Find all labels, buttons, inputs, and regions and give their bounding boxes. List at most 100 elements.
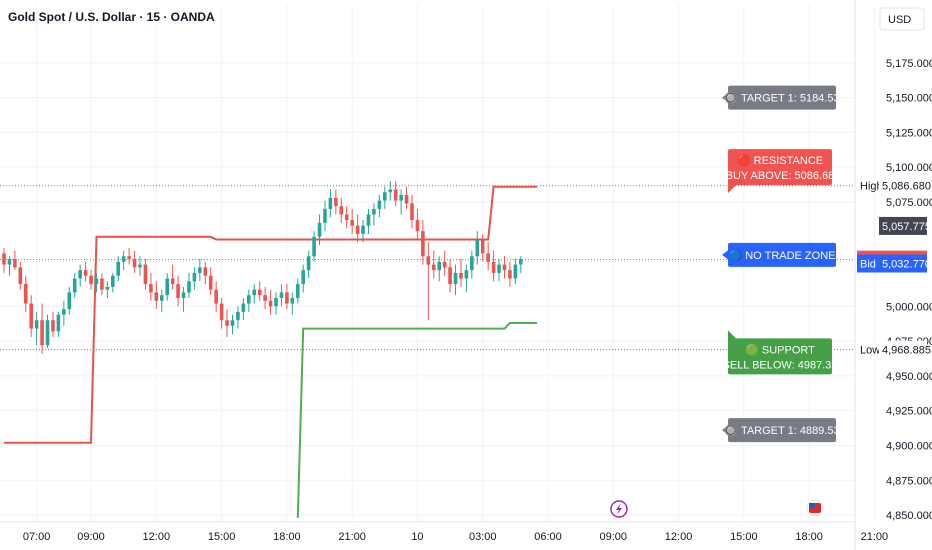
candle-body [312, 236, 316, 257]
y-tick-label: 5,125.000 [886, 127, 932, 139]
bid-tag-label: Bid [860, 259, 876, 271]
y-tick-label: 5,175.000 [886, 58, 932, 70]
candle-body [459, 272, 463, 279]
x-tick-label: 18:00 [795, 531, 823, 543]
candle-body [491, 261, 496, 273]
candle-body [502, 264, 507, 271]
candle-body [519, 259, 523, 265]
candle-body [285, 292, 289, 304]
annotation-text: 🟢 SUPPORT [745, 343, 815, 356]
candle-body [94, 278, 99, 285]
candle-body [301, 270, 305, 285]
candle-body [410, 203, 414, 221]
annotation-pointer [728, 179, 736, 194]
candle-body [2, 253, 6, 265]
bid-tag-value-box [879, 254, 927, 273]
candle-body [513, 264, 518, 279]
candle-body [83, 270, 88, 276]
candle-body [431, 264, 436, 271]
low-tag: Low 4,968.885 [857, 340, 931, 359]
candle-body [198, 267, 202, 273]
bid-tag: Bid 5,032.770 [857, 254, 931, 273]
high-tag-value: 5,086.680 [882, 181, 931, 193]
low-tag-value-box [879, 340, 927, 359]
low-tag-label: Low [860, 345, 880, 357]
last-price-tag-value-box [879, 216, 927, 235]
candle-body [361, 225, 365, 234]
candle-body [72, 278, 77, 293]
candle-body [263, 295, 267, 301]
candle-body [334, 197, 338, 207]
candle-body [154, 292, 159, 301]
candle-body [56, 314, 61, 332]
candle-body [241, 303, 246, 312]
candle-body [208, 275, 213, 290]
x-tick-label: 07:00 [23, 531, 51, 543]
candle-body [290, 297, 295, 304]
candle-body [508, 270, 512, 279]
x-tick-label: 12:00 [665, 531, 693, 543]
annotation-box [728, 85, 836, 110]
x-tick-label: 15:00 [208, 531, 236, 543]
event-markers [610, 499, 824, 518]
x-tick-label: 10 [411, 531, 423, 543]
candle-body [67, 292, 72, 310]
annotation-red: 🔴 RESISTANCE BUY ABOVE: 5086.68 [726, 149, 834, 194]
x-tick-label: 15:00 [730, 531, 758, 543]
candle-body [366, 214, 371, 226]
annotation-text: 🔘 TARGET 1: 4889.53 [724, 424, 839, 437]
y-tick-label: 4,850.000 [886, 510, 932, 522]
price-axis: 5,175.000 5,150.000 5,125.000 5,100.000 5,07… [857, 58, 932, 522]
candle-body [388, 189, 393, 193]
candle-body [159, 295, 164, 301]
candle-body [426, 256, 431, 265]
candle-body [486, 253, 490, 262]
candle-body [225, 320, 229, 326]
candle-body [51, 320, 55, 332]
high-tag-label-box [857, 176, 879, 195]
candlesticks [2, 181, 523, 354]
currency-button[interactable] [879, 7, 925, 31]
candle-body [470, 256, 474, 271]
y-tick-label: 5,075.000 [886, 197, 932, 209]
candle-body [339, 206, 344, 215]
last-price-tag: 5,057.775 [879, 216, 931, 235]
candle-body [62, 309, 66, 315]
candle-body [383, 192, 387, 201]
candle-body [187, 281, 191, 293]
candle-body [399, 195, 403, 201]
x-tick-label: 06:00 [534, 531, 562, 543]
candle-body [437, 261, 441, 271]
candle-body [100, 278, 104, 290]
candle-body [497, 264, 501, 273]
candle-body [236, 311, 240, 321]
lightning-icon [616, 503, 622, 515]
y-tick-label: 4,900.000 [886, 440, 932, 452]
us-flag-canton [809, 503, 815, 508]
annotation-pointer [722, 424, 730, 437]
high-tag: High 5,086.680 [857, 176, 931, 195]
candle-body [121, 256, 126, 262]
currency-label[interactable]: USD [888, 14, 911, 26]
annotations: 🔘 TARGET 1: 5184.53 🔴 RESISTANCE BUY ABOVE… [722, 85, 840, 443]
support-line [296, 322, 538, 518]
annotation-gray: 🔘 TARGET 1: 5184.53 [722, 85, 840, 110]
candle-body [295, 284, 300, 298]
candle-body [203, 267, 208, 276]
reference-lines [0, 185, 855, 351]
resistance-line [4, 185, 538, 444]
candle-body [480, 239, 485, 254]
annotation-pointer [728, 330, 736, 345]
candle-body [355, 225, 360, 234]
last-price-tag-value: 5,057.775 [882, 221, 931, 233]
candle-body [442, 261, 447, 268]
chart-header: Gold Spot / U.S. Dollar · 15 · OANDA USD [8, 7, 925, 31]
candle-body [323, 208, 327, 223]
x-tick-label: 12:00 [143, 531, 171, 543]
candle-body [18, 267, 23, 285]
candle-body [230, 320, 235, 326]
candle-body [268, 300, 273, 307]
x-tick-label: 09:00 [77, 531, 105, 543]
annotation-text: 🔘 TARGET 1: 5184.53 [724, 92, 839, 105]
